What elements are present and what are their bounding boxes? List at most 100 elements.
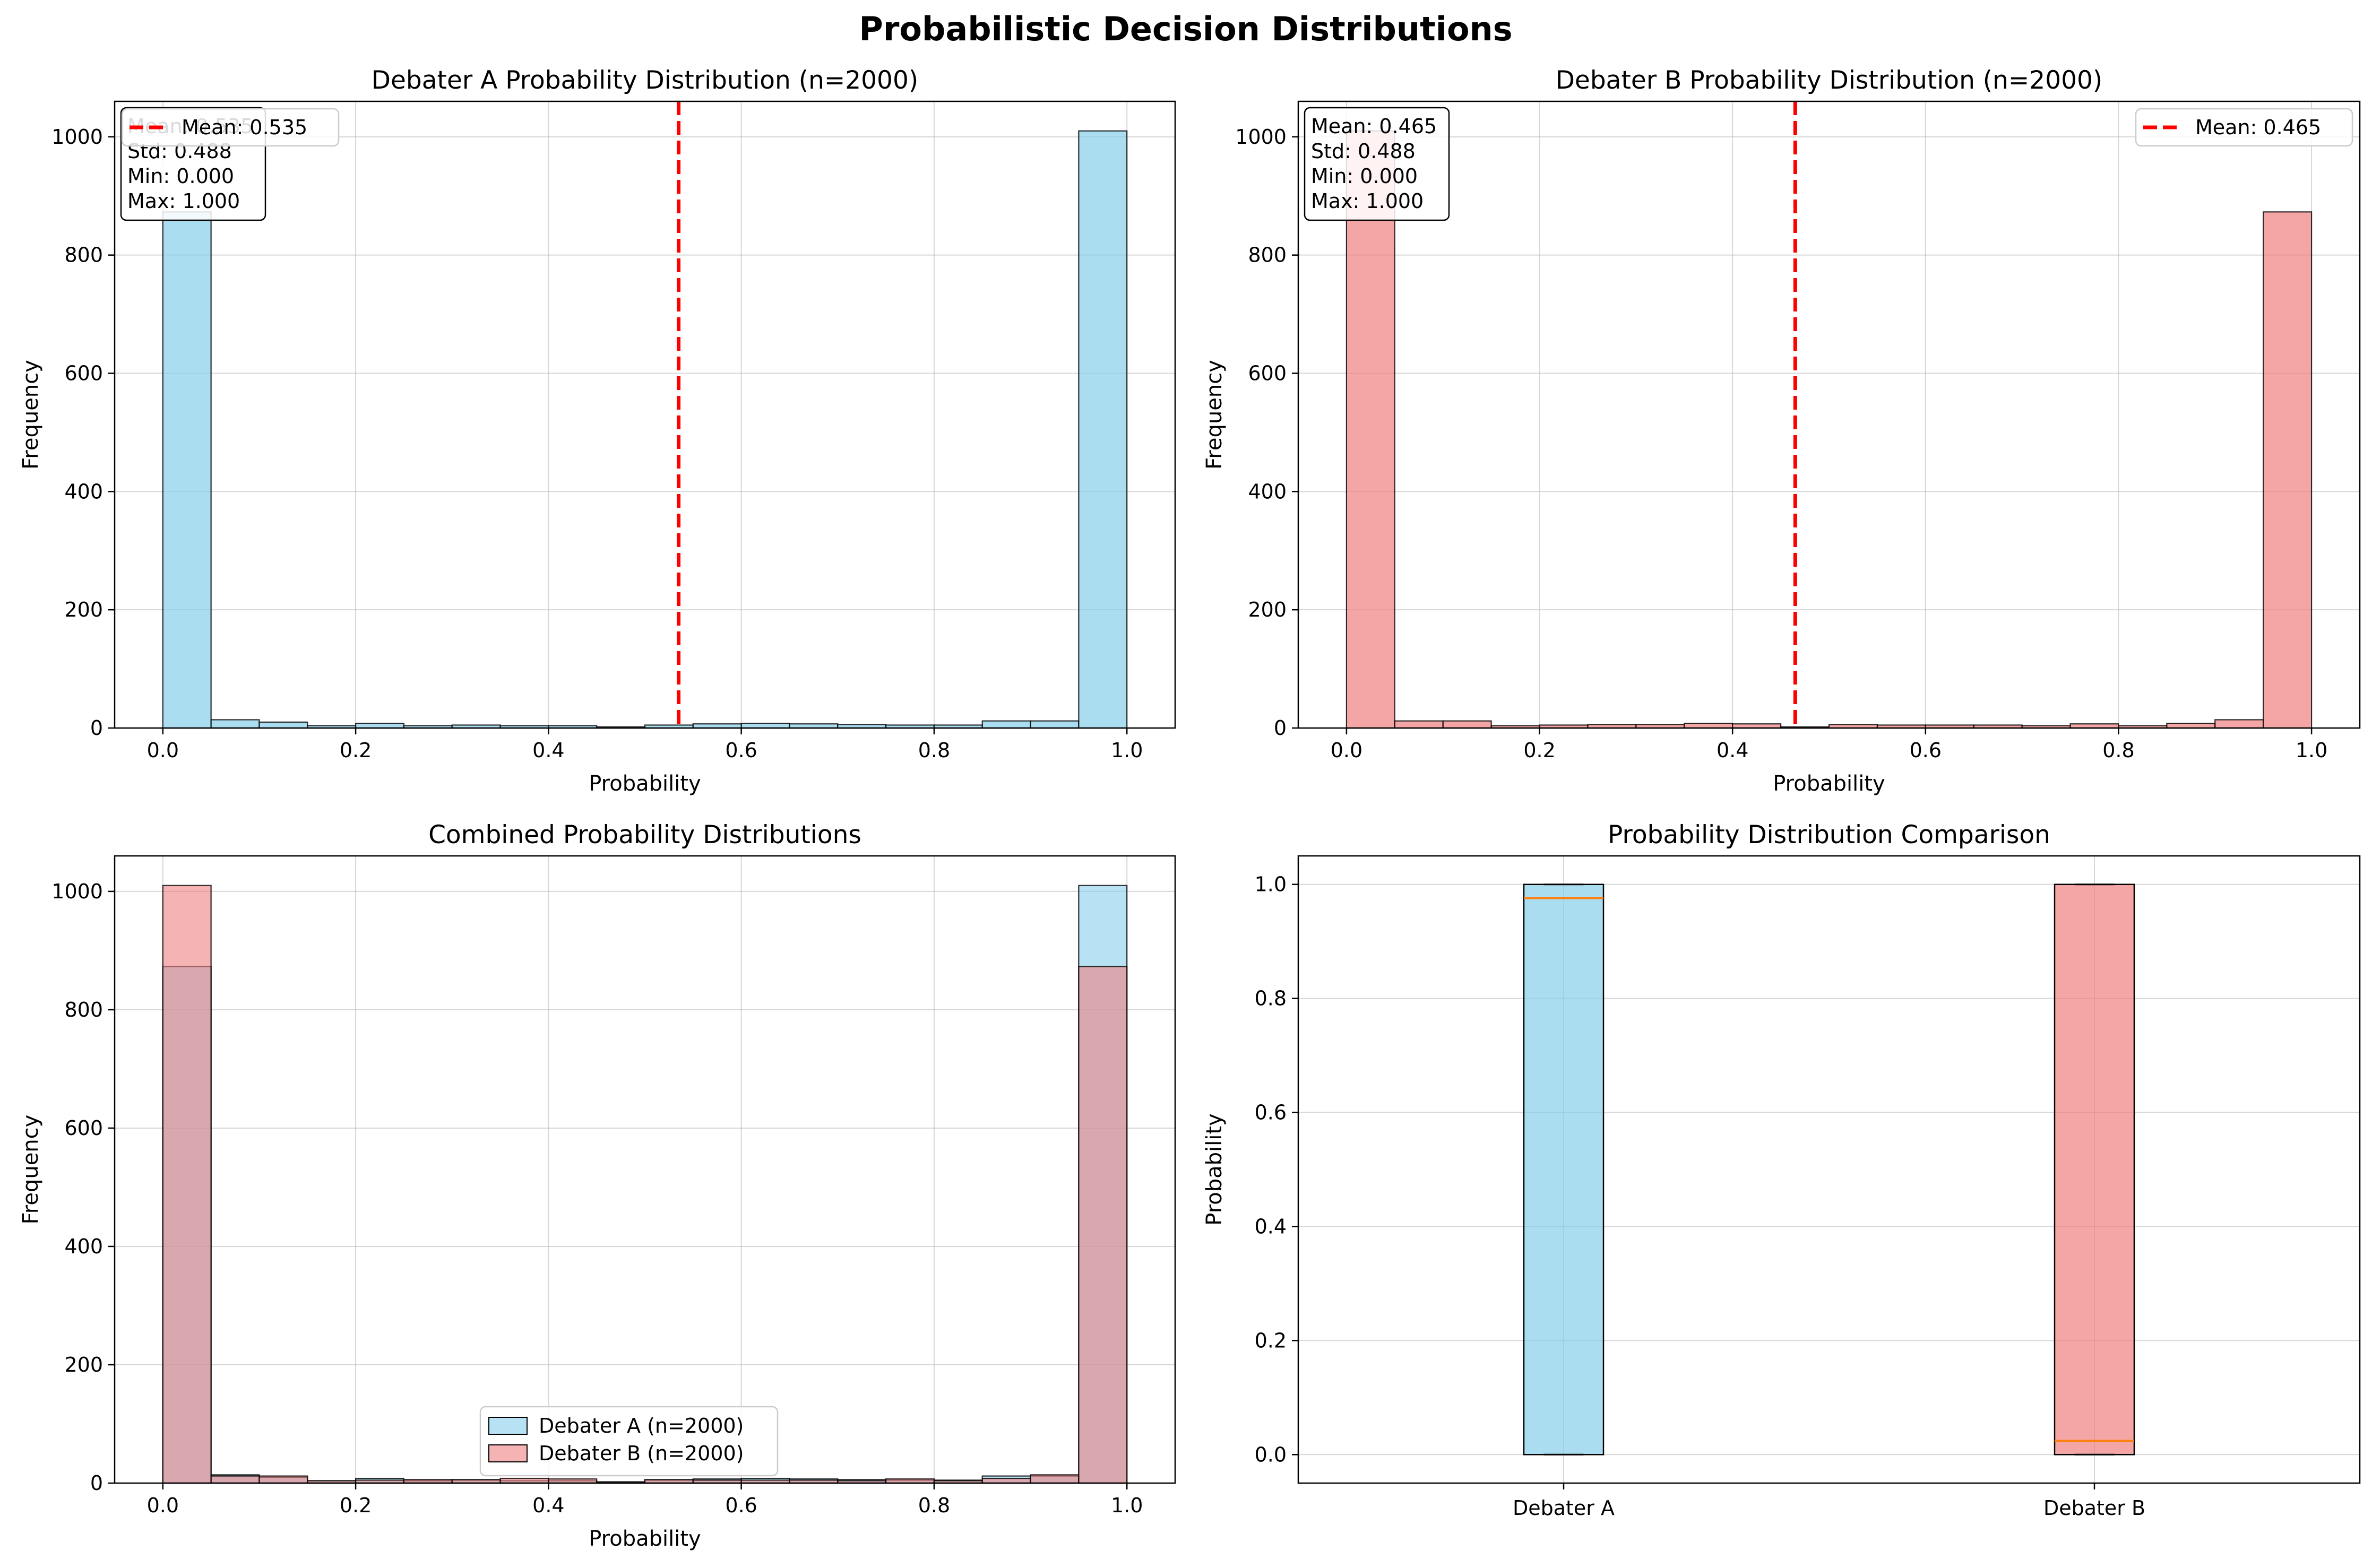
box-debater-b [2054,883,2135,1456]
x-tick-label: 0.6 [725,739,757,762]
histogram-bar [258,1475,308,1484]
stats-line: Max: 1.000 [1311,189,1424,213]
histogram-bar [2263,211,2313,729]
figure-title: Probabilistic Decision Distributions [859,10,1512,48]
histogram-bar [1684,722,1733,729]
histogram-panel-2: 0.0 0.2 0.4 0.6 0.8 1.0 0 200 400 600 800 1000 Debat… [1202,66,2361,796]
histogram-bar [1030,720,1080,729]
subplot-title: Debater B Probability Distribution (n=20… [1556,66,2103,95]
y-tick-label: 0 [1274,716,1287,740]
y-tick-label: 0 [90,1471,103,1495]
legend-label: Debater A (n=2000) [539,1414,744,1437]
x-tick-label: 0.6 [1910,739,1942,762]
stats-line: Min: 0.000 [1311,164,1418,188]
axes-frame [1297,100,2361,729]
y-tick-label: 600 [64,362,103,385]
y-tick-label: 200 [64,1353,103,1376]
y-axis-label: Frequency [1202,360,1227,470]
axes-frame [114,100,1176,729]
histogram-panel-3: 0.0 0.2 0.4 0.6 0.8 1.0 0 200 400 600 800 1000 Combi… [19,820,1176,1551]
y-tick-label: 0 [90,716,103,740]
histogram-bar [1030,1474,1080,1484]
legend-label: Debater B (n=2000) [539,1442,744,1465]
x-axis-label: Probability [589,772,701,796]
stats-line: Mean: 0.465 [1311,115,1437,138]
y-tick-label: 1000 [1235,125,1287,149]
histogram-bar [981,1477,1031,1484]
stats-line: Std: 0.488 [1311,140,1416,163]
legend [121,108,340,147]
box-debater-a [1523,883,1605,1456]
x-tick-label: 0.6 [725,1494,757,1517]
x-tick-label: 0.8 [918,739,950,762]
histogram-panel-1: 0.0 0.2 0.4 0.6 0.8 1.0 0 200 400 600 800 1000 Debat… [19,66,1176,796]
y-tick-label: 400 [1248,480,1287,503]
y-tick-label: 800 [64,998,103,1021]
subplot-title: Probability Distribution Comparison [1608,820,2050,850]
x-tick-label: Debater B [2043,1496,2145,1520]
x-tick-label: 0.2 [340,739,372,762]
y-tick-label: 0.6 [1255,1101,1287,1124]
plot-area [115,856,1175,1483]
y-tick-label: 0.8 [1255,987,1287,1010]
x-tick-label: 1.0 [1111,739,1143,762]
legend-swatch [488,1444,528,1462]
histogram-bar [1442,720,1492,729]
plot-area [1298,856,2360,1483]
boxplot-panel: Debater A Debater B 0.0 0.2 0.4 0.6 0.8 1.0 Prob… [1202,820,2361,1520]
y-tick-label: 400 [64,1235,103,1258]
y-axis-label: Frequency [19,360,43,470]
y-tick-label: 600 [64,1116,103,1140]
x-tick-label: 0.8 [2102,739,2134,762]
stats-line: Max: 1.000 [127,189,240,213]
x-tick-label: 0.0 [147,739,179,762]
x-axis-label: Probability [1773,772,1885,796]
histogram-bar [1345,130,1395,729]
x-tick-label: 0.0 [147,1494,179,1517]
y-tick-label: 1.0 [1255,873,1287,896]
stats-box [1304,107,1450,221]
histogram-bar [355,722,405,729]
y-axis-label: Probability [1202,1113,1227,1225]
x-tick-label: 1.0 [1111,1494,1143,1517]
legend [2135,108,2353,147]
x-tick-label: 0.4 [532,739,564,762]
axes-frame [1297,855,2361,1484]
legend-label: Mean: 0.465 [2195,116,2321,139]
x-tick-label: 0.2 [1523,739,1555,762]
y-tick-label: 0.2 [1255,1329,1287,1352]
x-tick-label: 0.0 [1331,739,1362,762]
y-tick-label: 1000 [51,125,103,149]
histogram-bar [258,721,308,729]
y-axis-label: Frequency [19,1115,43,1225]
histogram-bar [210,1475,260,1484]
stats-line: Min: 0.000 [127,164,234,188]
y-tick-label: 800 [64,244,103,267]
histogram-bar [2166,722,2216,729]
histogram-bar [740,722,790,729]
y-tick-label: 400 [64,480,103,503]
y-tick-label: 200 [64,598,103,621]
legend-swatch [488,1417,528,1435]
x-tick-label: 0.8 [918,1494,950,1517]
histogram-bar [1078,130,1128,729]
histogram-bar [1394,720,1444,729]
axes-frame [114,855,1176,1484]
histogram-bar [162,885,212,1484]
y-tick-label: 800 [1248,244,1287,267]
plot-area [1298,101,2360,728]
x-tick-label: 0.2 [340,1494,372,1517]
subplot-title: Debater A Probability Distribution (n=20… [372,66,918,95]
x-tick-label: 1.0 [2296,739,2327,762]
x-tick-label: Debater A [1513,1496,1615,1520]
legend [479,1406,779,1477]
y-tick-label: 600 [1248,362,1287,385]
x-tick-label: 0.4 [1717,739,1748,762]
histogram-bar [499,1477,549,1484]
x-tick-label: 0.4 [532,1494,564,1517]
histogram-bar [2214,719,2264,729]
histogram-bar [210,719,260,729]
y-tick-label: 0.4 [1255,1215,1287,1238]
subplot-title: Combined Probability Distributions [428,820,861,850]
